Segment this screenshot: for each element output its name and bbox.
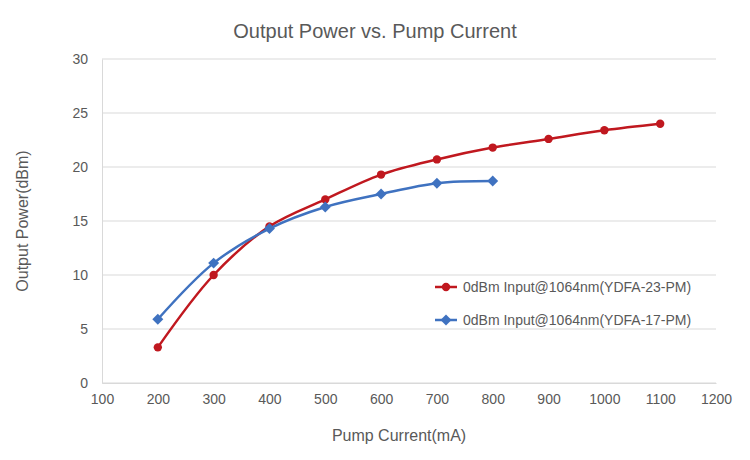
tick-label: 700 [426,391,450,407]
y-axis: 0 5 10 15 20 25 30 [72,51,102,391]
tick: 1200 [701,383,732,407]
marker [600,126,608,134]
tick-label: 30 [72,51,88,67]
tick-label: 0 [80,375,88,391]
tick-label: 15 [72,213,88,229]
marker [208,258,219,269]
marker [544,135,552,143]
marker [209,271,217,279]
tick: 1000 [589,383,620,407]
grid-line [102,275,716,276]
marker [487,176,498,187]
tick: 25 [72,105,102,121]
marker [656,120,664,128]
grid-line [102,329,716,330]
marker [264,223,275,234]
marker [377,170,385,178]
tick: 500 [314,383,338,407]
tick-label: 300 [202,391,226,407]
tick: 5 [80,321,102,337]
grid-line [102,113,716,114]
tick-label: 800 [482,391,506,407]
tick-label: 1200 [701,391,732,407]
tick-label: 600 [370,391,394,407]
y-axis-title: Output Power(dBm) [14,150,31,291]
tick-label: 200 [147,391,171,407]
tick: 300 [202,383,226,407]
tick: 10 [72,267,102,283]
tick-label: 100 [91,391,115,407]
legend-marker [442,283,450,291]
series-line [158,181,493,319]
tick: 700 [426,383,450,407]
title: Output Power vs. Pump Current [233,20,517,42]
tick-label: 5 [80,321,88,337]
marker [154,343,162,351]
x-axis-title: Pump Current(mA) [332,427,466,444]
tick: 20 [72,159,102,175]
legend: 0dBm Input@1064nm(YDFA-23-PM) 0dBm Input@… [435,279,691,328]
tick-label: 1000 [589,391,620,407]
grid-line [102,383,716,384]
tick: 1100 [646,383,676,407]
tick: 400 [258,383,282,407]
marker [431,178,442,189]
marker [489,143,497,151]
tick-label: 400 [258,391,282,407]
marker [152,314,163,325]
x-axis: 100 200 300 400 500 600 700 800 900 1000 1100 1200 [91,383,732,407]
grid [102,59,716,383]
tick-label: 1100 [646,391,676,407]
tick: 0 [80,375,102,391]
tick-label: 500 [314,391,338,407]
tick-label: 10 [72,267,88,283]
x-axis-line [103,383,717,384]
tick: 200 [147,383,171,407]
tick: 15 [72,213,102,229]
chart: 1002003004005006007008009001000110012000… [0,0,750,460]
legend-label: 0dBm Input@1064nm(YDFA-23-PM) [463,279,691,295]
legend-label: 0dBm Input@1064nm(YDFA-17-PM) [463,312,691,328]
grid-line [102,221,716,222]
tick: 800 [482,383,506,407]
tick: 30 [72,51,102,67]
tick: 100 [91,383,115,407]
grid-line [102,59,716,60]
marker [433,155,441,163]
tick-label: 900 [537,391,561,407]
marker [376,189,387,200]
marker [320,201,331,212]
tick-label: 20 [72,159,88,175]
tick: 600 [370,383,394,407]
tick: 900 [537,383,561,407]
legend-marker [441,315,452,326]
tick-label: 25 [72,105,88,121]
y-axis-line [102,60,103,384]
